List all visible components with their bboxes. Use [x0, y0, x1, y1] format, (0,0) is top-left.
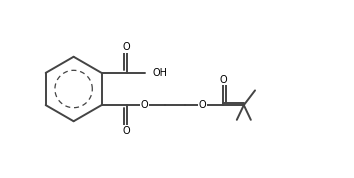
Text: O: O	[220, 75, 227, 85]
Text: OH: OH	[153, 68, 168, 78]
Text: O: O	[123, 126, 131, 136]
Text: O: O	[199, 100, 206, 110]
Text: O: O	[123, 42, 131, 52]
Text: O: O	[141, 100, 148, 110]
